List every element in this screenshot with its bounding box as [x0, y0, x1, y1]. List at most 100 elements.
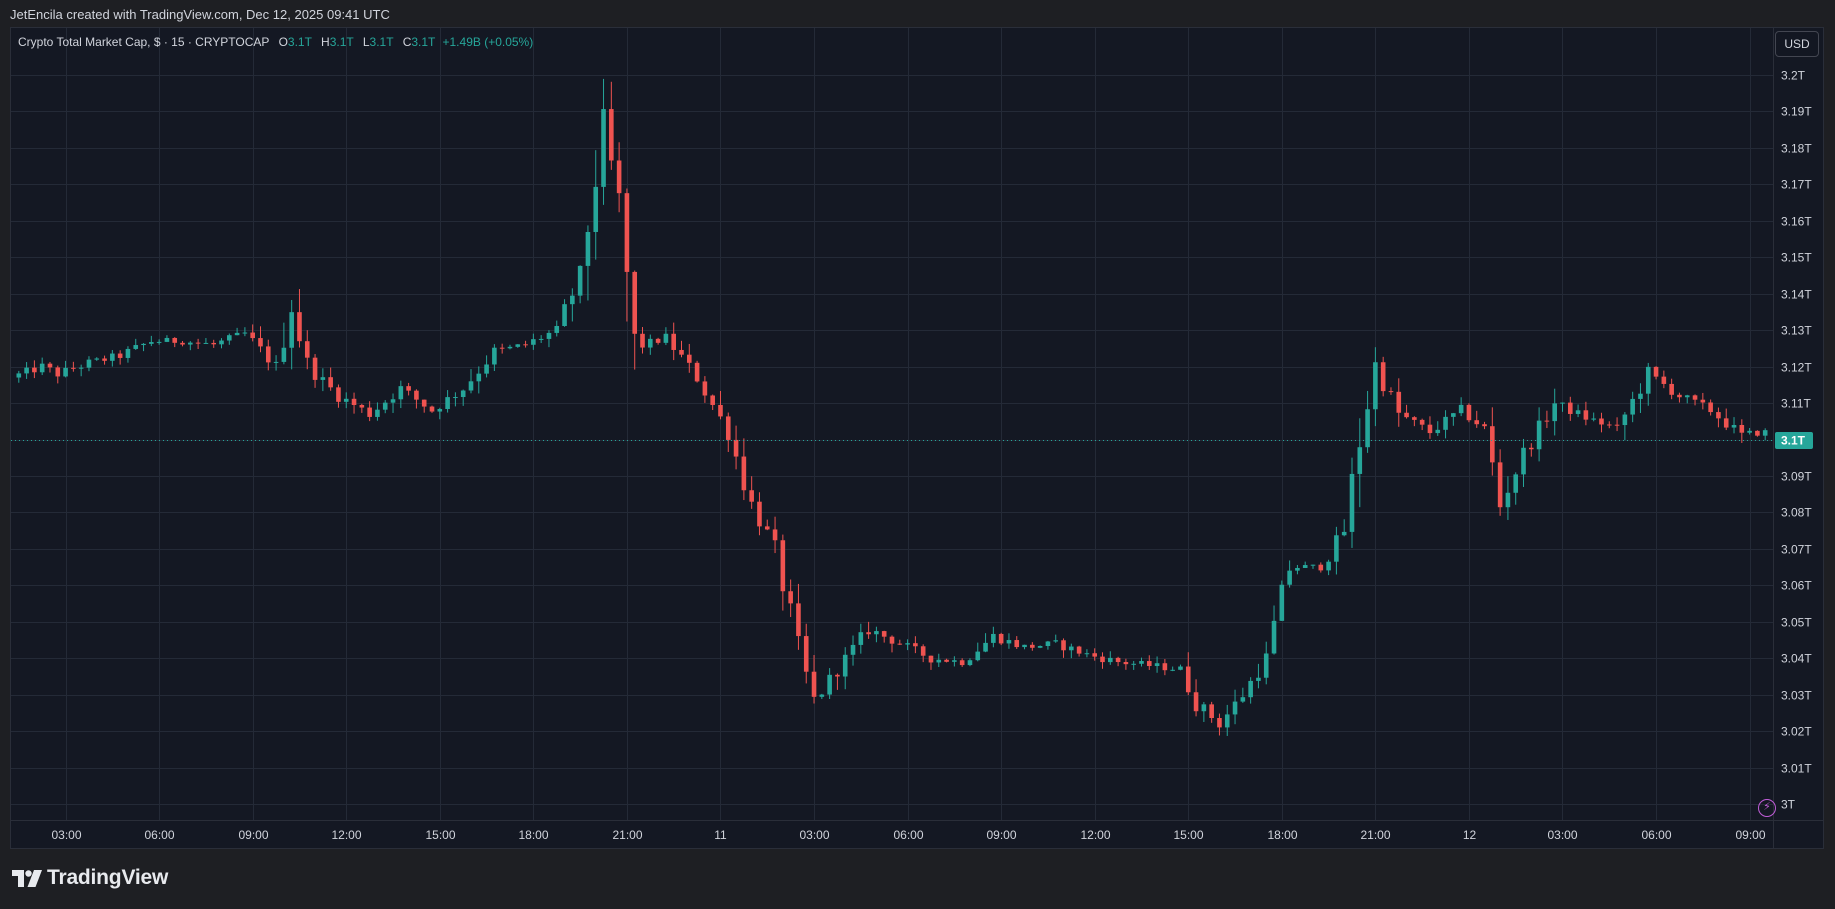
candle-body [1723, 418, 1729, 428]
candle-body [476, 373, 482, 382]
candle-body [1419, 419, 1425, 425]
candle-body [63, 367, 68, 377]
time-tick-label: 11 [714, 828, 727, 842]
candle-body [1396, 391, 1402, 413]
brand: TradingView [12, 866, 168, 890]
time-tick-label: 09:00 [986, 828, 1016, 842]
candle-body [835, 674, 840, 677]
legend-high-value: 3.1T [329, 35, 354, 49]
price-tick-label: 3.06T [1781, 579, 1812, 593]
candle-body [312, 357, 318, 380]
candle-body [281, 347, 287, 362]
candle-body [850, 644, 856, 655]
candle-body [998, 633, 1004, 644]
candle-body [842, 654, 848, 677]
candle-body [1762, 430, 1768, 436]
time-tick-label: 15:00 [425, 828, 455, 842]
candle-body [1326, 561, 1331, 571]
candle-body [1162, 663, 1168, 671]
candle-body [624, 193, 630, 272]
candle-body [445, 397, 450, 410]
candle-body [234, 332, 240, 336]
tradingview-logo-icon [12, 869, 42, 887]
time-tick-label: 03:00 [1547, 828, 1577, 842]
price-axis[interactable]: 3T 3.01T 3.02T 3.03T 3.04T 3.05T 3.06T 3.07T 3.0… [1781, 69, 1812, 812]
candle-body [874, 631, 879, 635]
time-tick-label: 06:00 [893, 828, 923, 842]
candle-body [913, 643, 918, 647]
candle-body [1599, 418, 1604, 425]
candle-body [1302, 565, 1308, 568]
candle-body [273, 361, 279, 363]
candle-body [1123, 662, 1129, 665]
currency-button[interactable]: USD [1775, 31, 1819, 57]
chart-frame[interactable] [10, 27, 1824, 849]
candle-body [242, 332, 248, 334]
candle-body [944, 659, 949, 662]
candle-body [616, 160, 622, 194]
candle-body [1669, 383, 1674, 395]
price-tick-label: 3.05T [1781, 616, 1812, 630]
price-tag: 3.1T [1775, 432, 1813, 449]
candle-body [1146, 661, 1152, 667]
candle-body [640, 333, 645, 348]
grid-lines [11, 28, 1773, 820]
time-tick-label: 09:00 [1735, 828, 1765, 842]
candle-body [1692, 395, 1698, 400]
candle-body [172, 337, 178, 343]
candle-body [1178, 666, 1183, 670]
price-tick-label: 3.07T [1781, 543, 1812, 557]
candle-body [164, 337, 170, 342]
candle-body [780, 540, 786, 592]
candle-body [156, 341, 162, 343]
candle-body [577, 265, 583, 296]
time-tick-label: 03:00 [799, 828, 829, 842]
candle-body [1045, 641, 1051, 647]
candle-body [390, 399, 396, 403]
candle-body [32, 367, 37, 373]
candle-body [1497, 462, 1503, 508]
candle-body [1412, 417, 1417, 420]
candle-body [1451, 413, 1456, 417]
candle-body [453, 397, 458, 399]
candle-body [1490, 426, 1495, 463]
candle-body [39, 363, 45, 373]
legend-symbol[interactable]: Crypto Total Market Cap, $ · 15 · CRYPTO… [18, 35, 270, 49]
candle-body [336, 387, 341, 402]
price-tick-label: 3.19T [1781, 105, 1812, 119]
candle-body [1521, 447, 1526, 475]
candle-body [1076, 646, 1082, 654]
candle-body [1427, 424, 1433, 434]
candle-body [1271, 620, 1277, 654]
candle-body [1583, 410, 1589, 420]
time-tick-label: 09:00 [238, 828, 268, 842]
candle-body [1022, 644, 1027, 648]
candle-body [1622, 414, 1628, 426]
candle-body [195, 342, 201, 344]
price-tick-label: 3.18T [1781, 142, 1812, 156]
candle-body [827, 674, 832, 695]
candle-body [1310, 564, 1316, 566]
candle-body [460, 390, 466, 398]
candle-body [889, 636, 895, 644]
candle-body [1193, 692, 1199, 712]
candle-body [1739, 424, 1745, 433]
candle-body [1201, 704, 1207, 712]
candle-body [1279, 584, 1285, 621]
time-tick-label: 12:00 [1080, 828, 1110, 842]
candle-body [523, 344, 528, 346]
candle-body [328, 377, 333, 388]
candle-body [94, 358, 100, 360]
bolt-icon[interactable]: ⚡ [1758, 799, 1776, 817]
candle-body [725, 416, 731, 440]
candle-body [952, 660, 957, 662]
candle-body [788, 591, 793, 604]
time-axis[interactable]: 03:00 06:00 09:00 12:00 15:00 18:00 21:00 11 03:… [51, 828, 1765, 842]
candle-body [905, 643, 910, 645]
candle-body [227, 335, 232, 341]
candle-body [499, 347, 505, 349]
candle-body [593, 186, 599, 232]
candle-body [1404, 412, 1409, 418]
symbol-legend[interactable]: Crypto Total Market Cap, $ · 15 · CRYPTO… [18, 35, 533, 49]
